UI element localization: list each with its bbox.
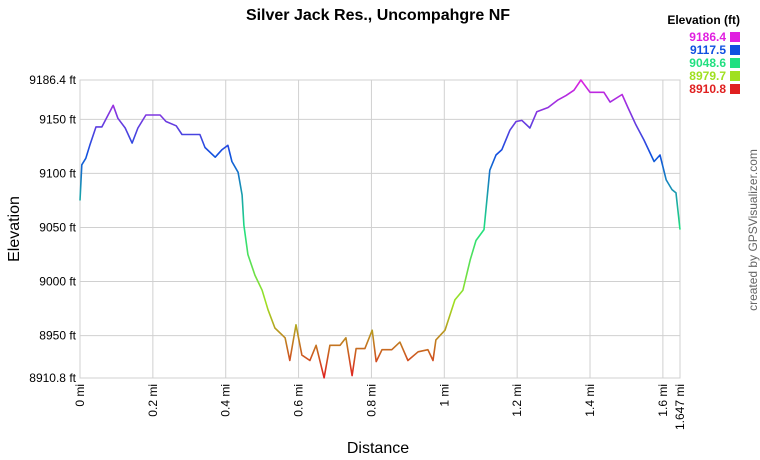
legend-label: 8979.7 [689, 69, 726, 83]
legend-title: Elevation (ft) [667, 13, 740, 27]
chart-title: Silver Jack Res., Uncompahgre NF [246, 7, 510, 24]
legend-label: 9048.6 [689, 56, 726, 70]
y-tick-label: 9100 ft [39, 166, 76, 180]
y-tick-label: 8910.8 ft [29, 371, 76, 385]
y-tick-label: 9186.4 ft [29, 73, 76, 87]
x-tick-label: 0 mi [73, 384, 87, 407]
x-tick-label: 1.4 mi [583, 384, 597, 417]
plot-area [79, 79, 681, 379]
elevation-line [79, 79, 681, 379]
x-tick-label: 0.2 mi [146, 384, 160, 417]
y-tick-label: 9050 ft [39, 220, 76, 234]
legend-swatch [730, 32, 740, 42]
y-axis-title: Elevation [6, 196, 23, 262]
legend-swatch [730, 71, 740, 81]
watermark: created by GPSVisualizer.com [746, 149, 760, 311]
x-tick-label: 1.6 mi [656, 384, 670, 417]
x-tick-label: 1.647 mi [673, 384, 687, 430]
y-tick-label: 8950 ft [39, 329, 76, 343]
legend-label: 9186.4 [689, 30, 726, 44]
x-axis-title: Distance [347, 440, 409, 457]
x-tick-label: 1 mi [437, 384, 451, 407]
legend-swatch [730, 45, 740, 55]
x-tick-label: 0.6 mi [292, 384, 306, 417]
x-tick-label: 1.2 mi [510, 384, 524, 417]
x-tick-label: 0.4 mi [219, 384, 233, 417]
y-tick-label: 9000 ft [39, 275, 76, 289]
legend-swatch [730, 58, 740, 68]
legend-label: 8910.8 [689, 82, 726, 96]
legend-swatch [730, 84, 740, 94]
y-tick-label: 9150 ft [39, 112, 76, 126]
x-tick-label: 0.8 mi [364, 384, 378, 417]
legend-label: 9117.5 [690, 43, 726, 57]
